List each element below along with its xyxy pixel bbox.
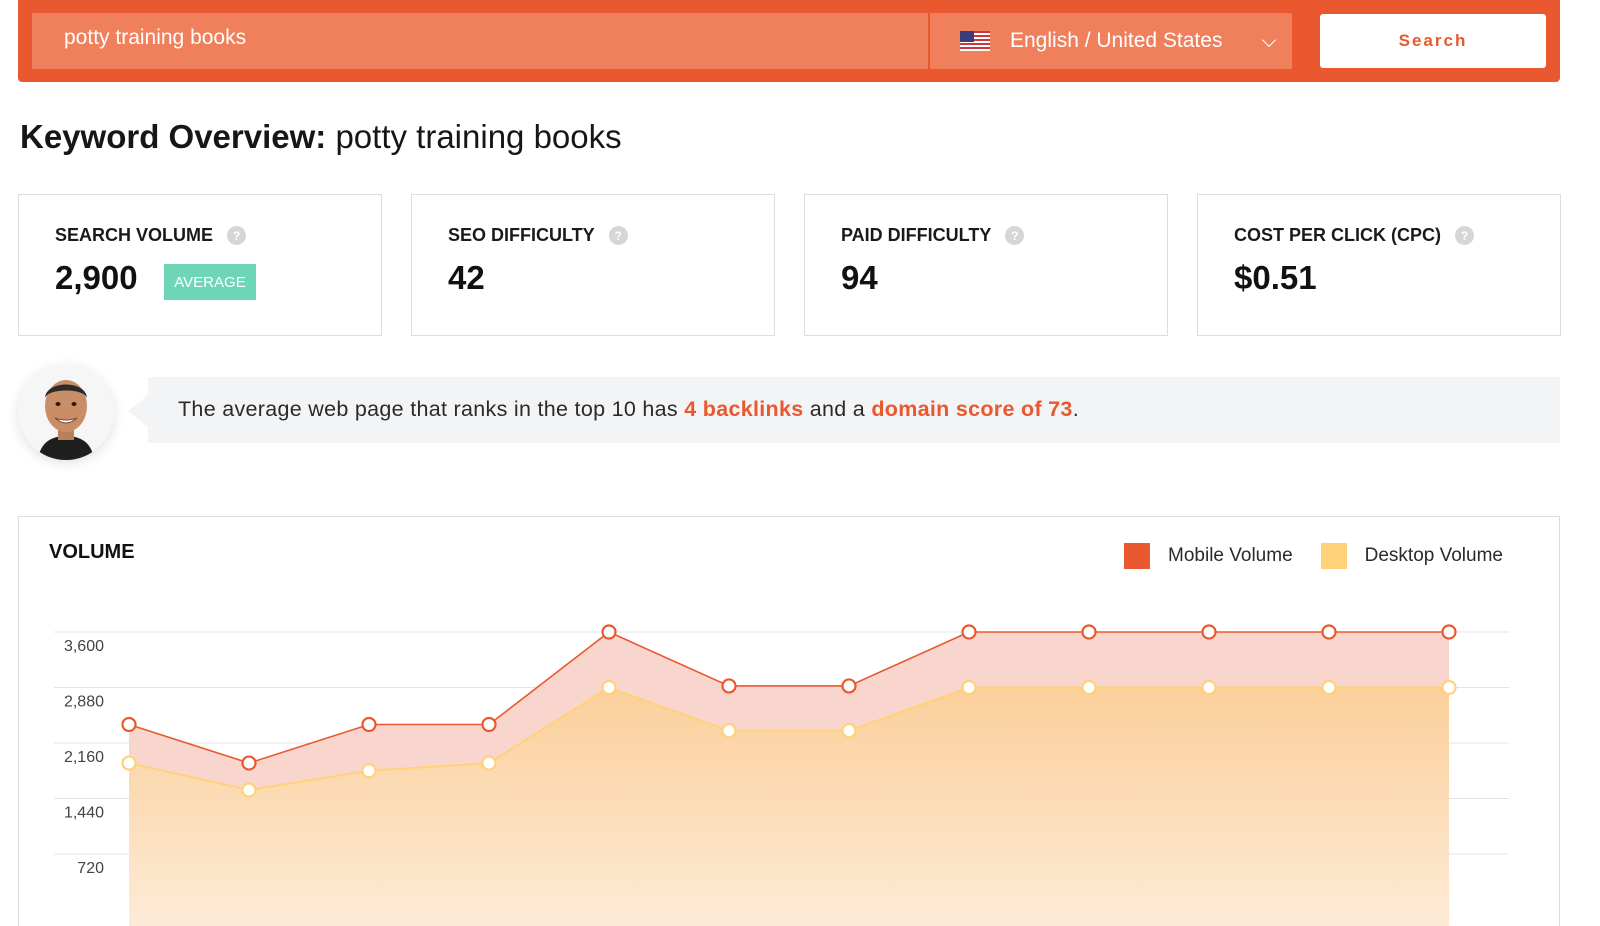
volume-chart: 3,600 2,880 2,160 1,440 720 [54, 624, 1509, 926]
metric-label: COST PER CLICK (CPC) [1234, 225, 1441, 245]
y-tick-label: 3,600 [64, 638, 104, 655]
metric-label: SEARCH VOLUME [55, 225, 214, 245]
help-icon[interactable]: ? [1455, 226, 1474, 245]
legend-item-mobile[interactable]: Mobile Volume [1124, 543, 1293, 569]
desktop-volume-line [128, 686, 1449, 792]
page-title: Keyword Overview: potty training books [20, 118, 622, 156]
domain-score-highlight: domain score of 73 [871, 397, 1073, 421]
page-title-prefix: Keyword Overview: [20, 118, 327, 155]
mobile-volume-point[interactable] [361, 716, 377, 733]
mobile-volume-line [128, 631, 1449, 764]
mobile-volume-point[interactable] [1201, 624, 1217, 640]
help-icon[interactable]: ? [227, 226, 247, 245]
search-input[interactable] [32, 13, 928, 69]
desktop-volume-point[interactable] [1081, 679, 1097, 696]
legend-label-mobile: Mobile Volume [1168, 545, 1293, 566]
page-title-keyword: potty training books [335, 118, 622, 155]
metric-card-cpc: COST PER CLICK (CPC) ? $0.51 [1197, 194, 1561, 336]
status-badge: AVERAGE [164, 264, 256, 300]
volume-chart-panel: VOLUME Mobile Volume Desktop Volume 3,60… [18, 516, 1560, 926]
desktop-volume-area [129, 687, 1449, 926]
insight-text: The average web page that ranks in the t… [178, 397, 1079, 422]
mobile-volume-point[interactable] [841, 678, 857, 694]
mobile-volume-point[interactable] [121, 716, 137, 733]
desktop-volume-point[interactable] [481, 755, 497, 771]
y-tick-label: 720 [77, 860, 104, 877]
insight-text-part: The average web page that ranks in the t… [178, 397, 685, 421]
desktop-volume-point[interactable] [241, 782, 257, 798]
metric-card-search-volume: SEARCH VOLUME ? 2,900 AVERAGE [18, 194, 382, 336]
backlinks-highlight: 4 backlinks [684, 397, 804, 421]
legend-item-desktop[interactable]: Desktop Volume [1320, 543, 1503, 569]
mobile-volume-point[interactable] [481, 716, 497, 733]
metric-card-paid-difficulty: PAID DIFFICULTY ? 94 [804, 194, 1168, 336]
mobile-volume-point[interactable] [1321, 624, 1337, 640]
language-select[interactable]: English / United States [930, 13, 1292, 69]
desktop-volume-point[interactable] [1201, 679, 1217, 696]
legend-label-desktop: Desktop Volume [1364, 545, 1503, 566]
mobile-volume-point[interactable] [1081, 624, 1097, 640]
desktop-volume-point[interactable] [841, 723, 857, 739]
desktop-volume-point[interactable] [961, 679, 977, 696]
mobile-volume-point[interactable] [961, 624, 977, 640]
legend-swatch-desktop [1320, 543, 1347, 569]
insight-text-part: . [1072, 397, 1079, 421]
mobile-volume-point[interactable] [721, 678, 737, 694]
us-flag-icon [960, 31, 990, 51]
insight-callout: The average web page that ranks in the t… [128, 377, 1560, 443]
mobile-volume-point[interactable] [601, 624, 617, 640]
desktop-volume-point[interactable] [601, 679, 617, 696]
mobile-volume-point[interactable] [241, 755, 257, 771]
metric-value: 94 [841, 259, 878, 296]
y-tick-label: 2,160 [64, 749, 104, 766]
metric-value: $0.51 [1234, 259, 1317, 296]
insight-text-part: and a [803, 397, 872, 421]
desktop-volume-point[interactable] [1441, 679, 1457, 696]
avatar [18, 364, 114, 460]
help-icon[interactable]: ? [608, 226, 628, 245]
search-bar: English / United States Search [18, 0, 1560, 82]
search-button[interactable]: Search [1320, 14, 1546, 68]
mobile-volume-point[interactable] [1441, 624, 1457, 640]
help-icon[interactable]: ? [1005, 226, 1025, 245]
desktop-volume-point[interactable] [121, 755, 137, 771]
chart-legend: Mobile Volume Desktop Volume [1096, 543, 1503, 569]
chart-title: VOLUME [49, 541, 135, 563]
y-tick-label: 1,440 [64, 805, 104, 822]
chevron-down-icon [1261, 32, 1277, 48]
desktop-volume-point[interactable] [1321, 679, 1337, 696]
y-tick-label: 2,880 [64, 694, 104, 711]
legend-swatch-mobile [1124, 543, 1151, 569]
desktop-volume-point[interactable] [361, 763, 377, 779]
metric-label: PAID DIFFICULTY [841, 225, 992, 245]
metric-value: 2,900 [55, 259, 138, 296]
metric-value: 42 [448, 259, 485, 296]
metric-label: SEO DIFFICULTY [448, 225, 595, 245]
metric-card-seo-difficulty: SEO DIFFICULTY ? 42 [411, 194, 775, 336]
language-label: English / United States [1010, 29, 1223, 52]
desktop-volume-point[interactable] [721, 723, 737, 739]
